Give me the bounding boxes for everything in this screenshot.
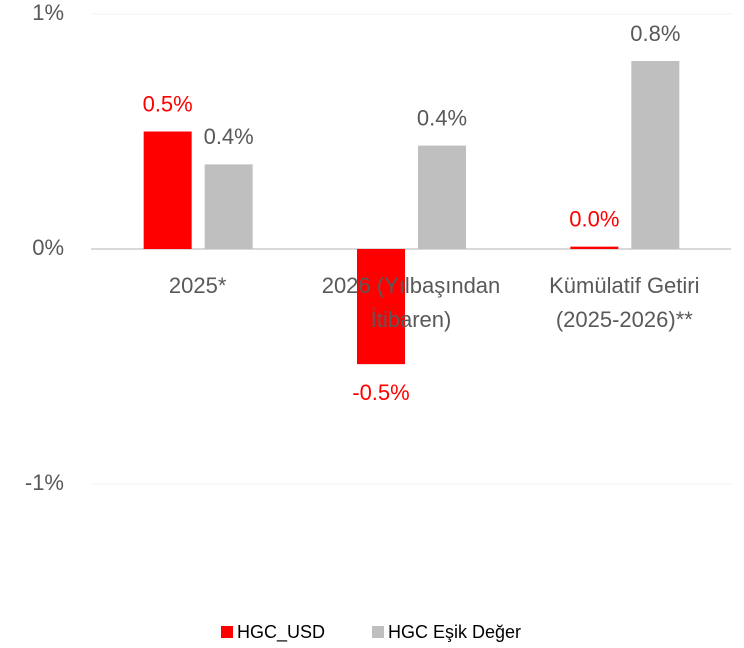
x-tick-label: Kümülatif Getiri (2025-2026)**	[549, 273, 700, 332]
x-tick-label: 2025*	[168, 273, 227, 298]
value-label: 0.4%	[204, 124, 254, 149]
legend-swatch	[221, 626, 233, 638]
y-tick-label: -1%	[25, 470, 64, 495]
x-tick-label: 2026 (Yılbaşından İtibaren)	[321, 273, 501, 332]
bar	[204, 164, 253, 249]
y-tick-label: 1%	[32, 0, 64, 25]
bar	[631, 61, 680, 249]
y-tick-label: 0%	[32, 235, 64, 260]
value-label: 0.8%	[630, 21, 680, 46]
bar	[357, 249, 405, 365]
legend-label: HGC_USD	[237, 622, 325, 643]
value-label: 0.5%	[143, 91, 193, 116]
bar	[418, 145, 466, 249]
bar	[143, 131, 192, 249]
legend-swatch	[372, 626, 384, 638]
legend-label: HGC Eşik Değer	[388, 622, 521, 642]
value-label: 0.0%	[569, 206, 619, 231]
value-label: 0.4%	[417, 105, 467, 130]
value-label: -0.5%	[352, 380, 409, 405]
bar	[570, 246, 619, 249]
